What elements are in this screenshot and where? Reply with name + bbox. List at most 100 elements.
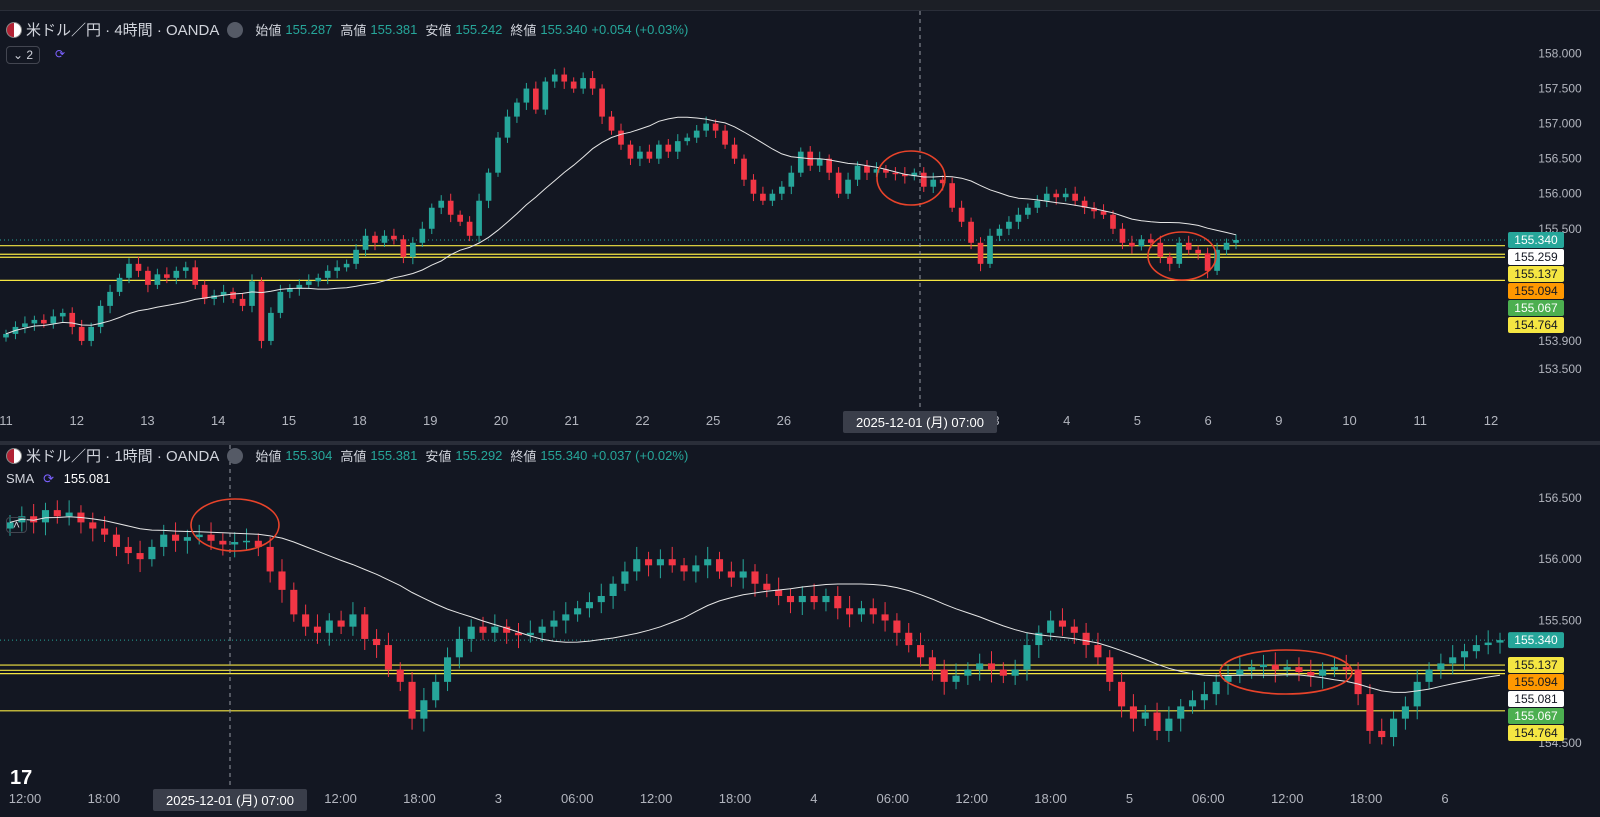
- candle-body[interactable]: [195, 534, 203, 538]
- symbol-title[interactable]: 米ドル／円 · 4時間 · OANDA: [26, 22, 220, 39]
- candle-body[interactable]: [1307, 672, 1315, 676]
- candle-body[interactable]: [1330, 667, 1338, 670]
- candle-body[interactable]: [608, 116, 615, 131]
- candle-body[interactable]: [69, 312, 76, 327]
- candle-body[interactable]: [41, 319, 47, 324]
- candle-body[interactable]: [408, 681, 416, 719]
- candle-body[interactable]: [514, 102, 520, 117]
- candle-body[interactable]: [1212, 681, 1220, 695]
- candle-body[interactable]: [920, 172, 927, 187]
- candle-body[interactable]: [491, 626, 499, 633]
- candle-body[interactable]: [361, 614, 369, 639]
- candle-body[interactable]: [665, 144, 672, 152]
- candle-body[interactable]: [1259, 664, 1268, 668]
- candle-body[interactable]: [869, 608, 877, 615]
- candle-body[interactable]: [242, 540, 251, 543]
- candle-body[interactable]: [41, 510, 50, 523]
- candle-body[interactable]: [905, 632, 913, 646]
- candle-body[interactable]: [674, 141, 681, 152]
- candle-body[interactable]: [349, 614, 357, 627]
- candle-body[interactable]: [589, 78, 596, 89]
- candle-body[interactable]: [479, 626, 487, 633]
- candle-body[interactable]: [1224, 675, 1232, 682]
- candle-body[interactable]: [467, 626, 475, 639]
- candle-body[interactable]: [135, 263, 142, 271]
- chart-pane-4h[interactable]: 158.000 157.500 157.000 156.500 156.000 155.5…: [0, 11, 1600, 441]
- candle-body[interactable]: [574, 608, 582, 615]
- candle-body[interactable]: [939, 179, 946, 184]
- candle-body[interactable]: [1214, 249, 1220, 271]
- candle-body[interactable]: [917, 645, 925, 658]
- candle-body[interactable]: [3, 333, 9, 338]
- chart-pane-1h[interactable]: 156.500 156.000 155.500 154.500 155.340 155.1…: [0, 445, 1600, 817]
- candle-body[interactable]: [466, 221, 473, 236]
- candle-body[interactable]: [1236, 669, 1244, 676]
- candle-body[interactable]: [1271, 664, 1279, 670]
- candle-body[interactable]: [410, 242, 416, 257]
- candle-body[interactable]: [1248, 667, 1256, 670]
- candle-body[interactable]: [570, 81, 577, 89]
- candle-body[interactable]: [457, 214, 463, 222]
- candle-body[interactable]: [101, 528, 109, 535]
- candle-body[interactable]: [835, 172, 842, 194]
- candle-body[interactable]: [952, 675, 960, 682]
- candle-body[interactable]: [1035, 632, 1043, 646]
- candle-body[interactable]: [883, 169, 889, 173]
- candle-body[interactable]: [1200, 694, 1208, 701]
- candle-body[interactable]: [1204, 253, 1211, 271]
- candle-body[interactable]: [97, 305, 104, 327]
- candle-body[interactable]: [684, 137, 691, 142]
- sma-indicator-legend[interactable]: SMA ⟳ 155.081: [6, 471, 111, 487]
- candle-body[interactable]: [822, 595, 830, 603]
- candle-body[interactable]: [1223, 242, 1230, 250]
- candle-body[interactable]: [1070, 626, 1078, 633]
- annotation-ellipse[interactable]: [190, 498, 280, 552]
- candle-body[interactable]: [1062, 193, 1069, 198]
- candle-body[interactable]: [287, 288, 293, 292]
- candle-body[interactable]: [656, 559, 664, 566]
- candle-body[interactable]: [1153, 712, 1161, 731]
- candle-body[interactable]: [881, 614, 889, 621]
- candle-body[interactable]: [495, 137, 501, 173]
- candle-body[interactable]: [1283, 667, 1291, 670]
- candle-body[interactable]: [551, 74, 558, 82]
- candle-body[interactable]: [779, 186, 785, 194]
- candle-body[interactable]: [145, 270, 151, 285]
- candle-body[interactable]: [1047, 620, 1055, 633]
- candle-body[interactable]: [78, 326, 85, 341]
- candle-body[interactable]: [585, 602, 593, 609]
- candle-body[interactable]: [1015, 214, 1022, 222]
- candle-body[interactable]: [760, 193, 766, 201]
- candle-body[interactable]: [1094, 645, 1102, 658]
- candle-body[interactable]: [443, 657, 452, 682]
- candle-body[interactable]: [645, 559, 653, 566]
- candle-body[interactable]: [526, 632, 534, 636]
- candle-body[interactable]: [845, 179, 851, 194]
- candle-body[interactable]: [59, 312, 66, 317]
- candle-body[interactable]: [712, 123, 719, 131]
- candle-body[interactable]: [373, 638, 381, 646]
- candle-body[interactable]: [372, 235, 378, 243]
- candle-body[interactable]: [172, 534, 180, 541]
- candle-body[interactable]: [136, 553, 144, 560]
- candle-body[interactable]: [182, 267, 189, 271]
- candle-body[interactable]: [1390, 718, 1398, 738]
- candle-body[interactable]: [1081, 200, 1088, 208]
- candle-body[interactable]: [621, 571, 629, 584]
- candle-body[interactable]: [400, 239, 407, 257]
- candle-body[interactable]: [504, 116, 511, 138]
- candle-body[interactable]: [633, 559, 641, 572]
- candle-body[interactable]: [1460, 651, 1469, 658]
- candle-body[interactable]: [693, 130, 700, 138]
- candle-body[interactable]: [266, 546, 274, 572]
- candle-body[interactable]: [646, 151, 653, 159]
- candle-body[interactable]: [231, 542, 239, 545]
- candle-body[interactable]: [302, 614, 310, 627]
- candle-body[interactable]: [1165, 718, 1173, 731]
- candle-body[interactable]: [1119, 228, 1126, 243]
- candle-body[interactable]: [112, 534, 120, 547]
- candle-body[interactable]: [148, 546, 156, 560]
- candle-body[interactable]: [1082, 632, 1090, 646]
- candle-body[interactable]: [50, 316, 57, 324]
- candle-body[interactable]: [523, 88, 530, 103]
